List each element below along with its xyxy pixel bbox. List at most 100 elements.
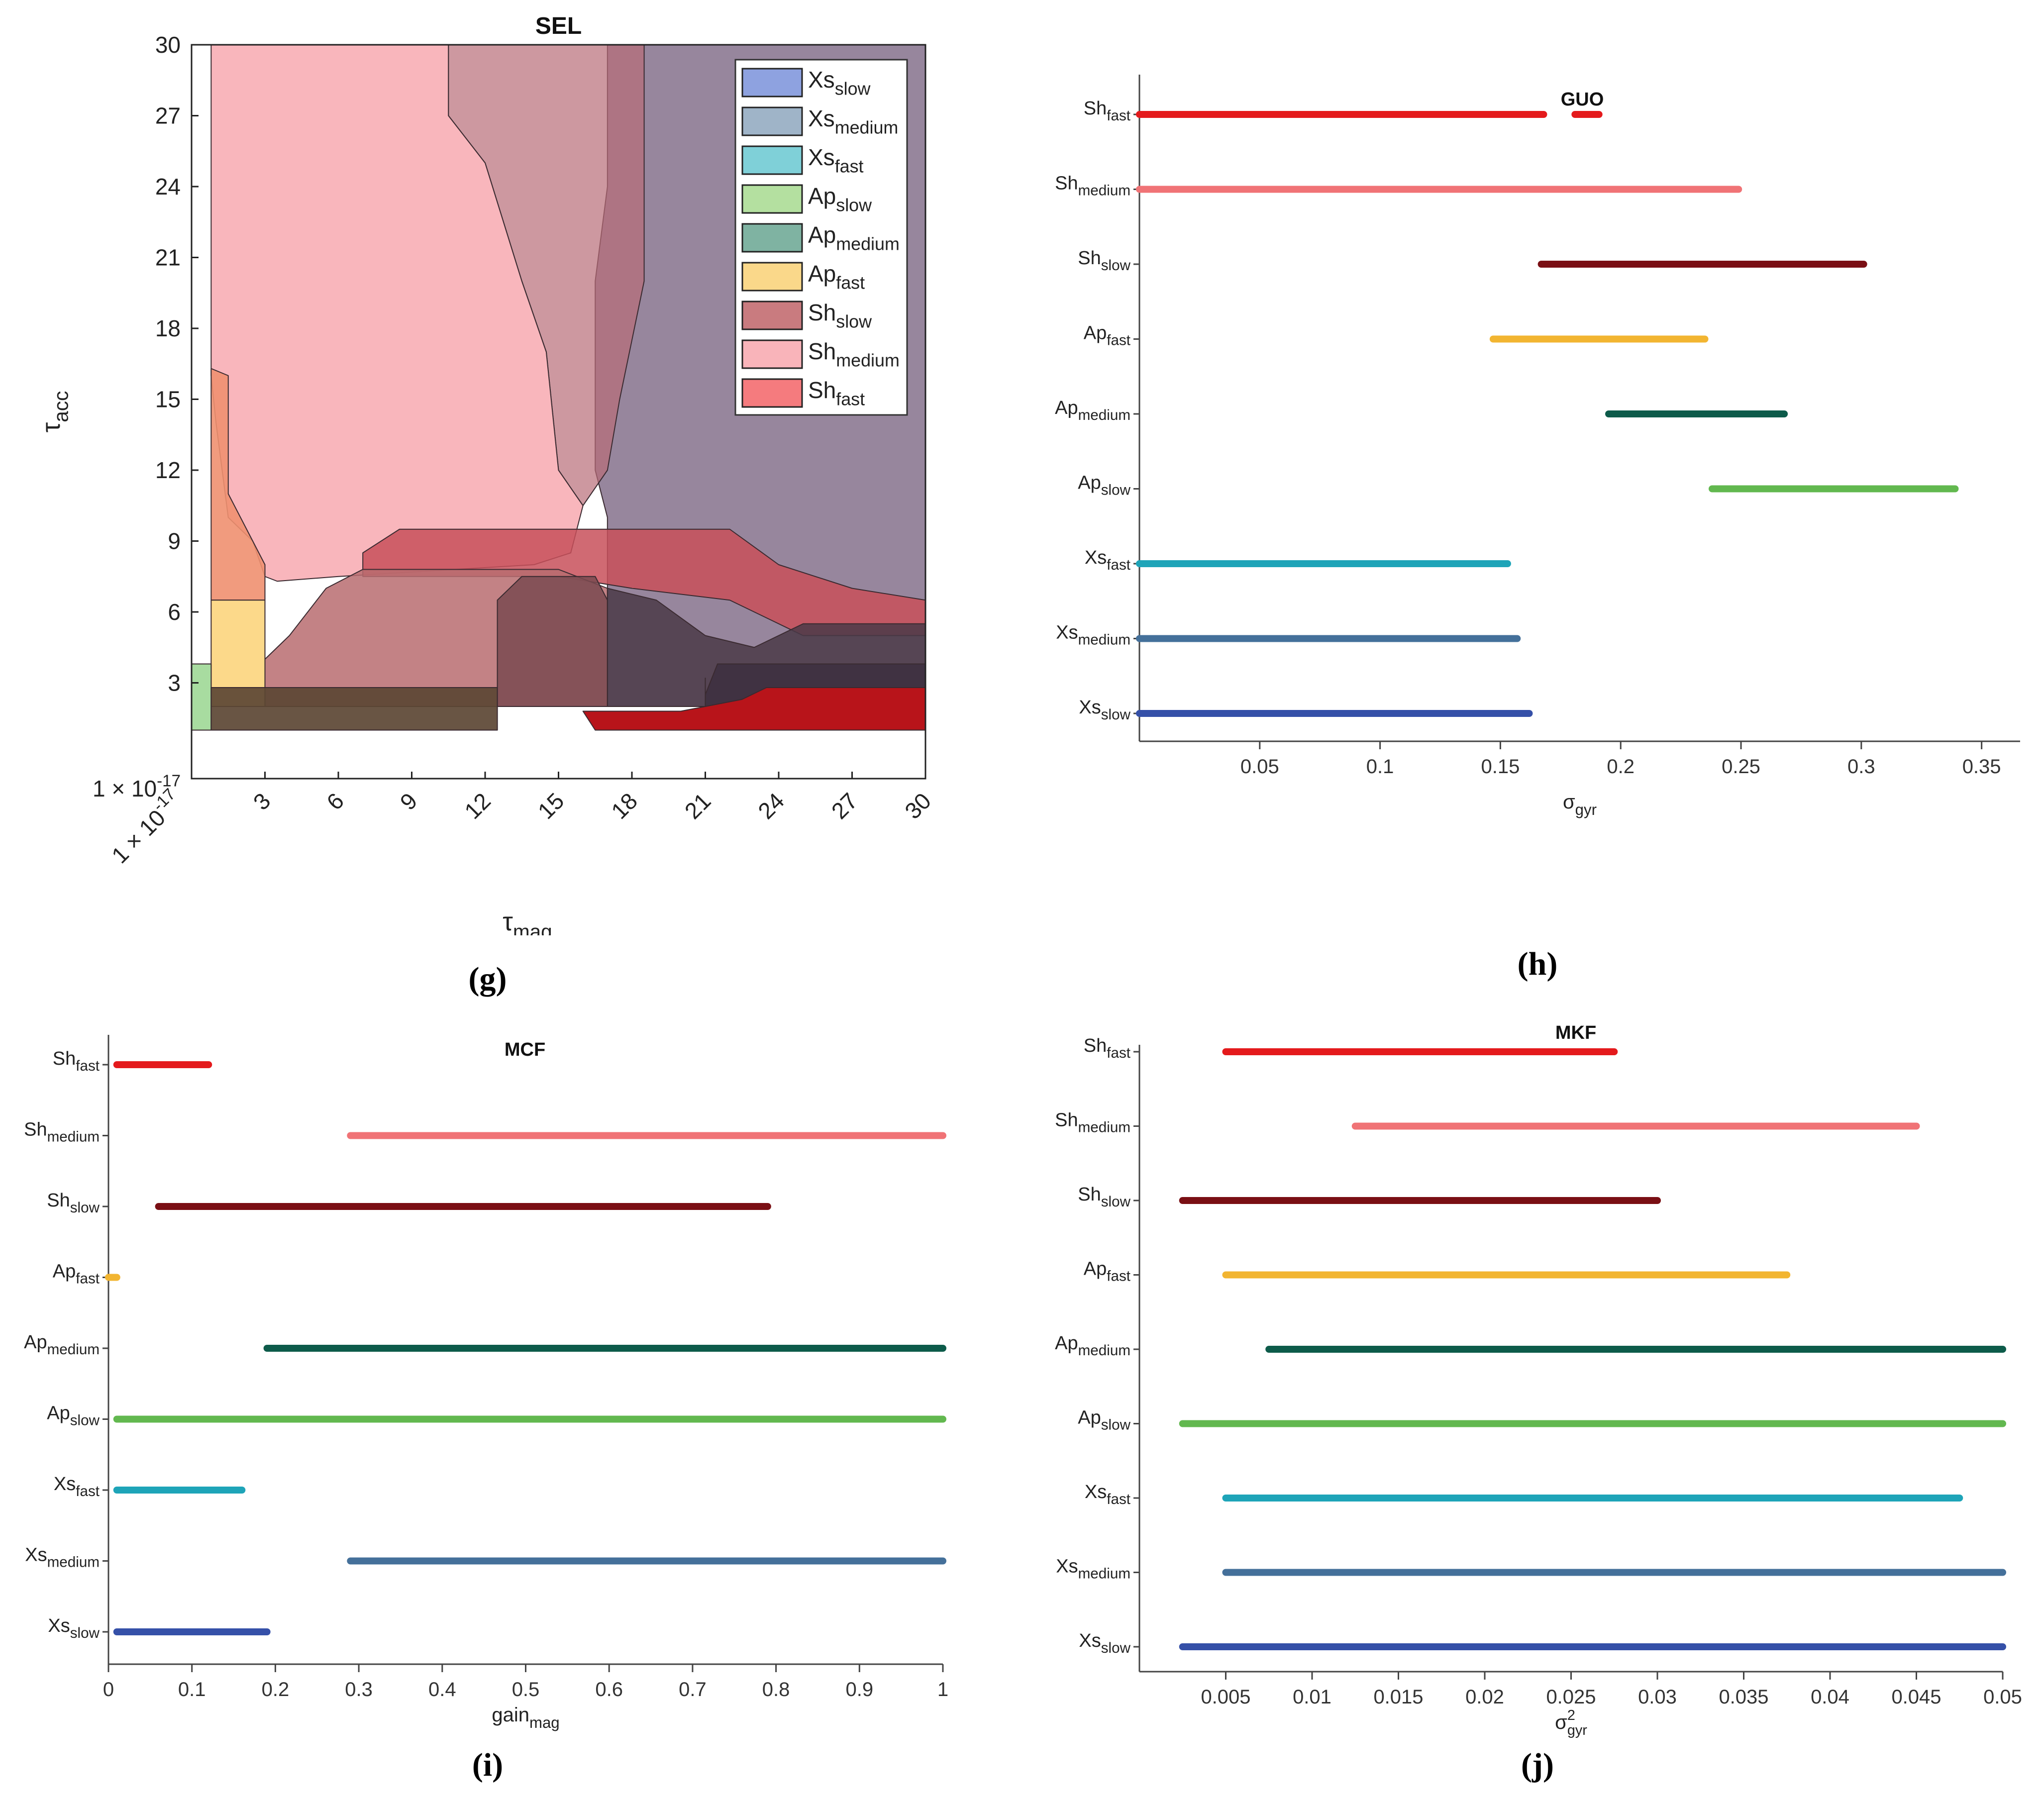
chart-title: MKF: [1555, 1022, 1596, 1043]
x-tick-label: 24: [753, 788, 789, 824]
x-tick-label: 9: [395, 788, 422, 815]
x-tick-label-group: 3: [248, 788, 276, 815]
category-label-Xs_slow: Xsslow: [1079, 697, 1130, 723]
category-label-Ap_slow: Apslow: [1078, 473, 1130, 499]
category-label-Ap_slow: Apslow: [1078, 1407, 1130, 1433]
x-tick-label: 0.05: [1983, 1686, 2022, 1708]
x-tick-label: 0.015: [1373, 1686, 1423, 1708]
category-label-Xs_fast: Xsfast: [1085, 1482, 1131, 1507]
category-label-Xs_medium: Xsmedium: [25, 1545, 100, 1571]
legend-swatch-Xs-fast: [741, 145, 803, 175]
y-tick-label: 27: [155, 103, 181, 129]
category-label-Sh_medium: Shmedium: [1055, 173, 1130, 199]
legend-label-Ap-fast: Apfast: [808, 261, 865, 293]
x-tick-label-group: 30: [900, 788, 936, 824]
caption-j: (j): [1521, 1747, 1554, 1783]
category-label-Sh_medium: Shmedium: [24, 1119, 100, 1145]
x-tick-label: 0.1: [1366, 756, 1394, 778]
x-tick-label: 18: [606, 788, 642, 824]
legend-label-Xs-fast: Xsfast: [808, 144, 864, 177]
x-tick-label: 0.2: [262, 1679, 290, 1701]
x-tick-label: 0.25: [1722, 756, 1760, 778]
x-tick-label: 0.8: [762, 1679, 790, 1701]
chart-title: SEL: [535, 13, 582, 39]
legend-label-Sh-fast: Shfast: [808, 377, 865, 409]
mkf-range-chart: 0.005 0.01 0.015 0.02 0.025 0.03 0.035 0.04 0.04…: [1055, 1022, 2022, 1738]
legend-swatch-Sh-slow: [741, 300, 803, 330]
legend-label-Sh-slow: Shslow: [808, 300, 872, 332]
x-tick-label-group: 12: [459, 788, 496, 824]
region-Ap_medium_dark: [497, 576, 608, 707]
x-tick-label: 0.15: [1481, 756, 1520, 778]
category-label-Xs_fast: Xsfast: [1085, 547, 1131, 573]
y-tick-label: 30: [155, 32, 181, 58]
x-tick-label-group: 24: [753, 788, 789, 824]
category-label-Sh_fast: Shfast: [1084, 1035, 1131, 1061]
x-tick-label: 0.5: [512, 1679, 540, 1701]
x-tick-label: 3: [248, 788, 276, 815]
mcf-range-chart: 0 0.1 0.2 0.3 0.4 0.5 0.6 0.7 0.8 0.9 1 Shfast Shmed…: [24, 1035, 948, 1731]
category-label-Xs_slow: Xsslow: [48, 1615, 100, 1641]
region-Sh_fast_red: [582, 687, 926, 731]
category-label-Ap_fast: Apfast: [1084, 323, 1131, 349]
legend-label-Xs-slow: Xsslow: [808, 67, 871, 99]
category-label-Ap_fast: Apfast: [53, 1261, 100, 1287]
x-tick-label: 6: [321, 788, 349, 815]
guo-range-chart: 0.05 0.1 0.15 0.2 0.25 0.3 0.35 Shfast Shmedium S…: [1055, 75, 2020, 818]
legend-swatch-Ap-slow: [741, 184, 803, 214]
y-tick-label: 15: [155, 387, 181, 412]
x-tick-label: 0.3: [345, 1679, 373, 1701]
x-tick-label: 0.035: [1719, 1686, 1768, 1708]
y-tick-label: 18: [155, 315, 181, 341]
x-tick-label: 0.02: [1465, 1686, 1504, 1708]
y-tick-label: 1 × 10-17: [93, 772, 181, 801]
x-axis-label: τmag: [503, 907, 552, 935]
x-tick-label: 0.7: [679, 1679, 707, 1701]
x-tick-label: 21: [680, 788, 716, 824]
legend-swatch-Xs-slow: [741, 68, 803, 98]
region-Ap_slow_green: [191, 663, 212, 731]
x-tick-label: 0.04: [1811, 1686, 1849, 1708]
chart-title: GUO: [1561, 89, 1604, 110]
x-tick-label-group: 21: [680, 788, 716, 824]
x-tick-label-group: 6: [321, 788, 349, 815]
x-tick-label: 30: [900, 788, 936, 824]
x-axis-label: gainmag: [492, 1704, 559, 1731]
y-tick-label: 6: [168, 599, 181, 625]
category-label-Ap_medium: Apmedium: [24, 1332, 100, 1358]
x-tick-label: 15: [533, 788, 569, 824]
x-tick-label: 0.05: [1240, 756, 1279, 778]
x-tick-label: 0.35: [1962, 756, 2001, 778]
x-tick-label: 0.005: [1201, 1686, 1250, 1708]
region-base_dark: [210, 687, 498, 731]
category-label-Xs_slow: Xsslow: [1079, 1630, 1130, 1656]
category-label-Ap_medium: Apmedium: [1055, 1333, 1130, 1359]
y-tick-label: 3: [168, 670, 181, 696]
x-tick-label-group: 15: [533, 788, 569, 824]
x-tick-label: 0.2: [1607, 756, 1635, 778]
x-tick-label-group: 18: [606, 788, 642, 824]
chart-title: MCF: [505, 1039, 545, 1060]
category-label-Sh_fast: Shfast: [1084, 98, 1131, 124]
y-axis-label-group: τacc: [37, 391, 73, 433]
x-tick-label: 1: [937, 1679, 948, 1701]
legend-swatch-Xs-medium: [741, 106, 803, 136]
caption-i: (i): [472, 1747, 504, 1783]
y-axis-label: τacc: [37, 391, 73, 433]
x-tick-label: 27: [826, 788, 863, 824]
category-label-Ap_medium: Apmedium: [1055, 398, 1130, 423]
y-tick-label: 9: [168, 528, 181, 554]
legend-swatch-Sh-medium: [741, 339, 803, 369]
legend-label-Xs-medium: Xsmedium: [808, 105, 898, 138]
x-tick-label: 0.025: [1546, 1686, 1596, 1708]
legend-swatch-Sh-fast: [741, 378, 803, 408]
category-label-Sh_slow: Shslow: [1078, 248, 1130, 274]
category-label-Xs_fast: Xsfast: [54, 1474, 100, 1500]
x-axis-label: σ2 gyr: [1555, 1707, 1587, 1738]
category-label-Ap_slow: Apslow: [47, 1403, 100, 1429]
caption-g: (g): [468, 961, 507, 997]
x-tick-label: 0.3: [1847, 756, 1875, 778]
caption-h: (h): [1517, 946, 1558, 982]
legend-label-Sh-medium: Shmedium: [808, 338, 900, 371]
